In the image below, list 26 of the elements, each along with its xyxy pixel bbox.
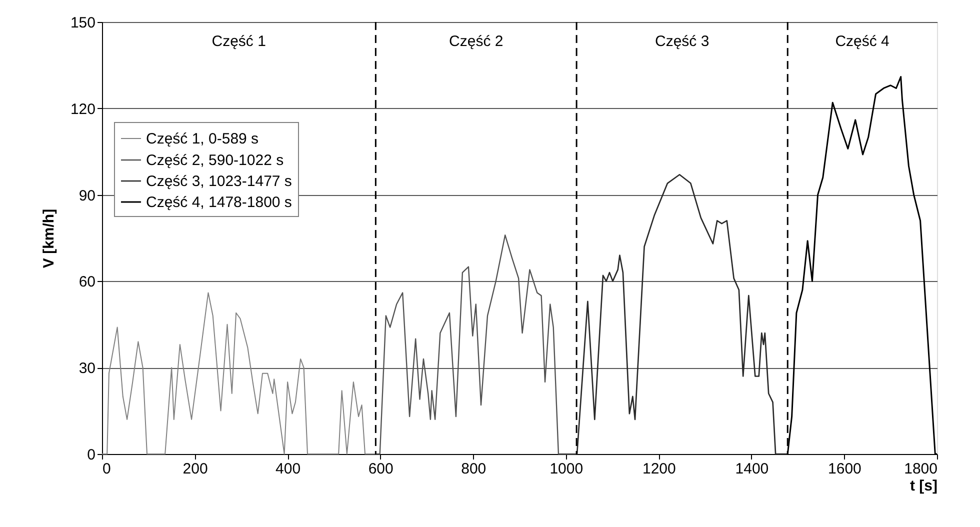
x-tick-label: 1200: [642, 460, 676, 478]
y-tick-label: 90: [78, 187, 96, 204]
y-tick-label: 60: [78, 274, 96, 291]
x-tick-label: 200: [182, 460, 208, 478]
legend-label: Część 4, 1478-1800 s: [146, 194, 292, 211]
y-tick-label: 150: [70, 14, 96, 32]
legend-label: Część 1, 0-589 s: [146, 130, 259, 148]
x-tick-label: 1000: [550, 460, 584, 478]
x-tick-label: 1800: [904, 460, 938, 478]
y-tick-label: 30: [78, 360, 96, 378]
x-axis-title: t [s]: [910, 478, 938, 494]
legend-label: Część 2, 590-1022 s: [146, 152, 284, 169]
annotation: Część 1: [212, 33, 266, 50]
y-tick-label: 120: [70, 100, 96, 118]
x-tick-label: 1400: [735, 460, 769, 478]
x-tick-label: 400: [276, 460, 301, 478]
x-tick-label: 800: [461, 460, 486, 478]
x-tick-label: 0: [102, 460, 111, 478]
y-axis-title: V [km/h]: [40, 208, 58, 268]
y-tick-label: 0: [87, 446, 96, 464]
annotation: Część 4: [835, 33, 890, 50]
legend-label: Część 3, 1023-1477 s: [146, 173, 292, 190]
annotation: Część 2: [449, 33, 504, 50]
annotation: Część 3: [655, 33, 710, 50]
x-tick-label: 1600: [828, 460, 862, 478]
x-tick-label: 600: [368, 460, 394, 478]
